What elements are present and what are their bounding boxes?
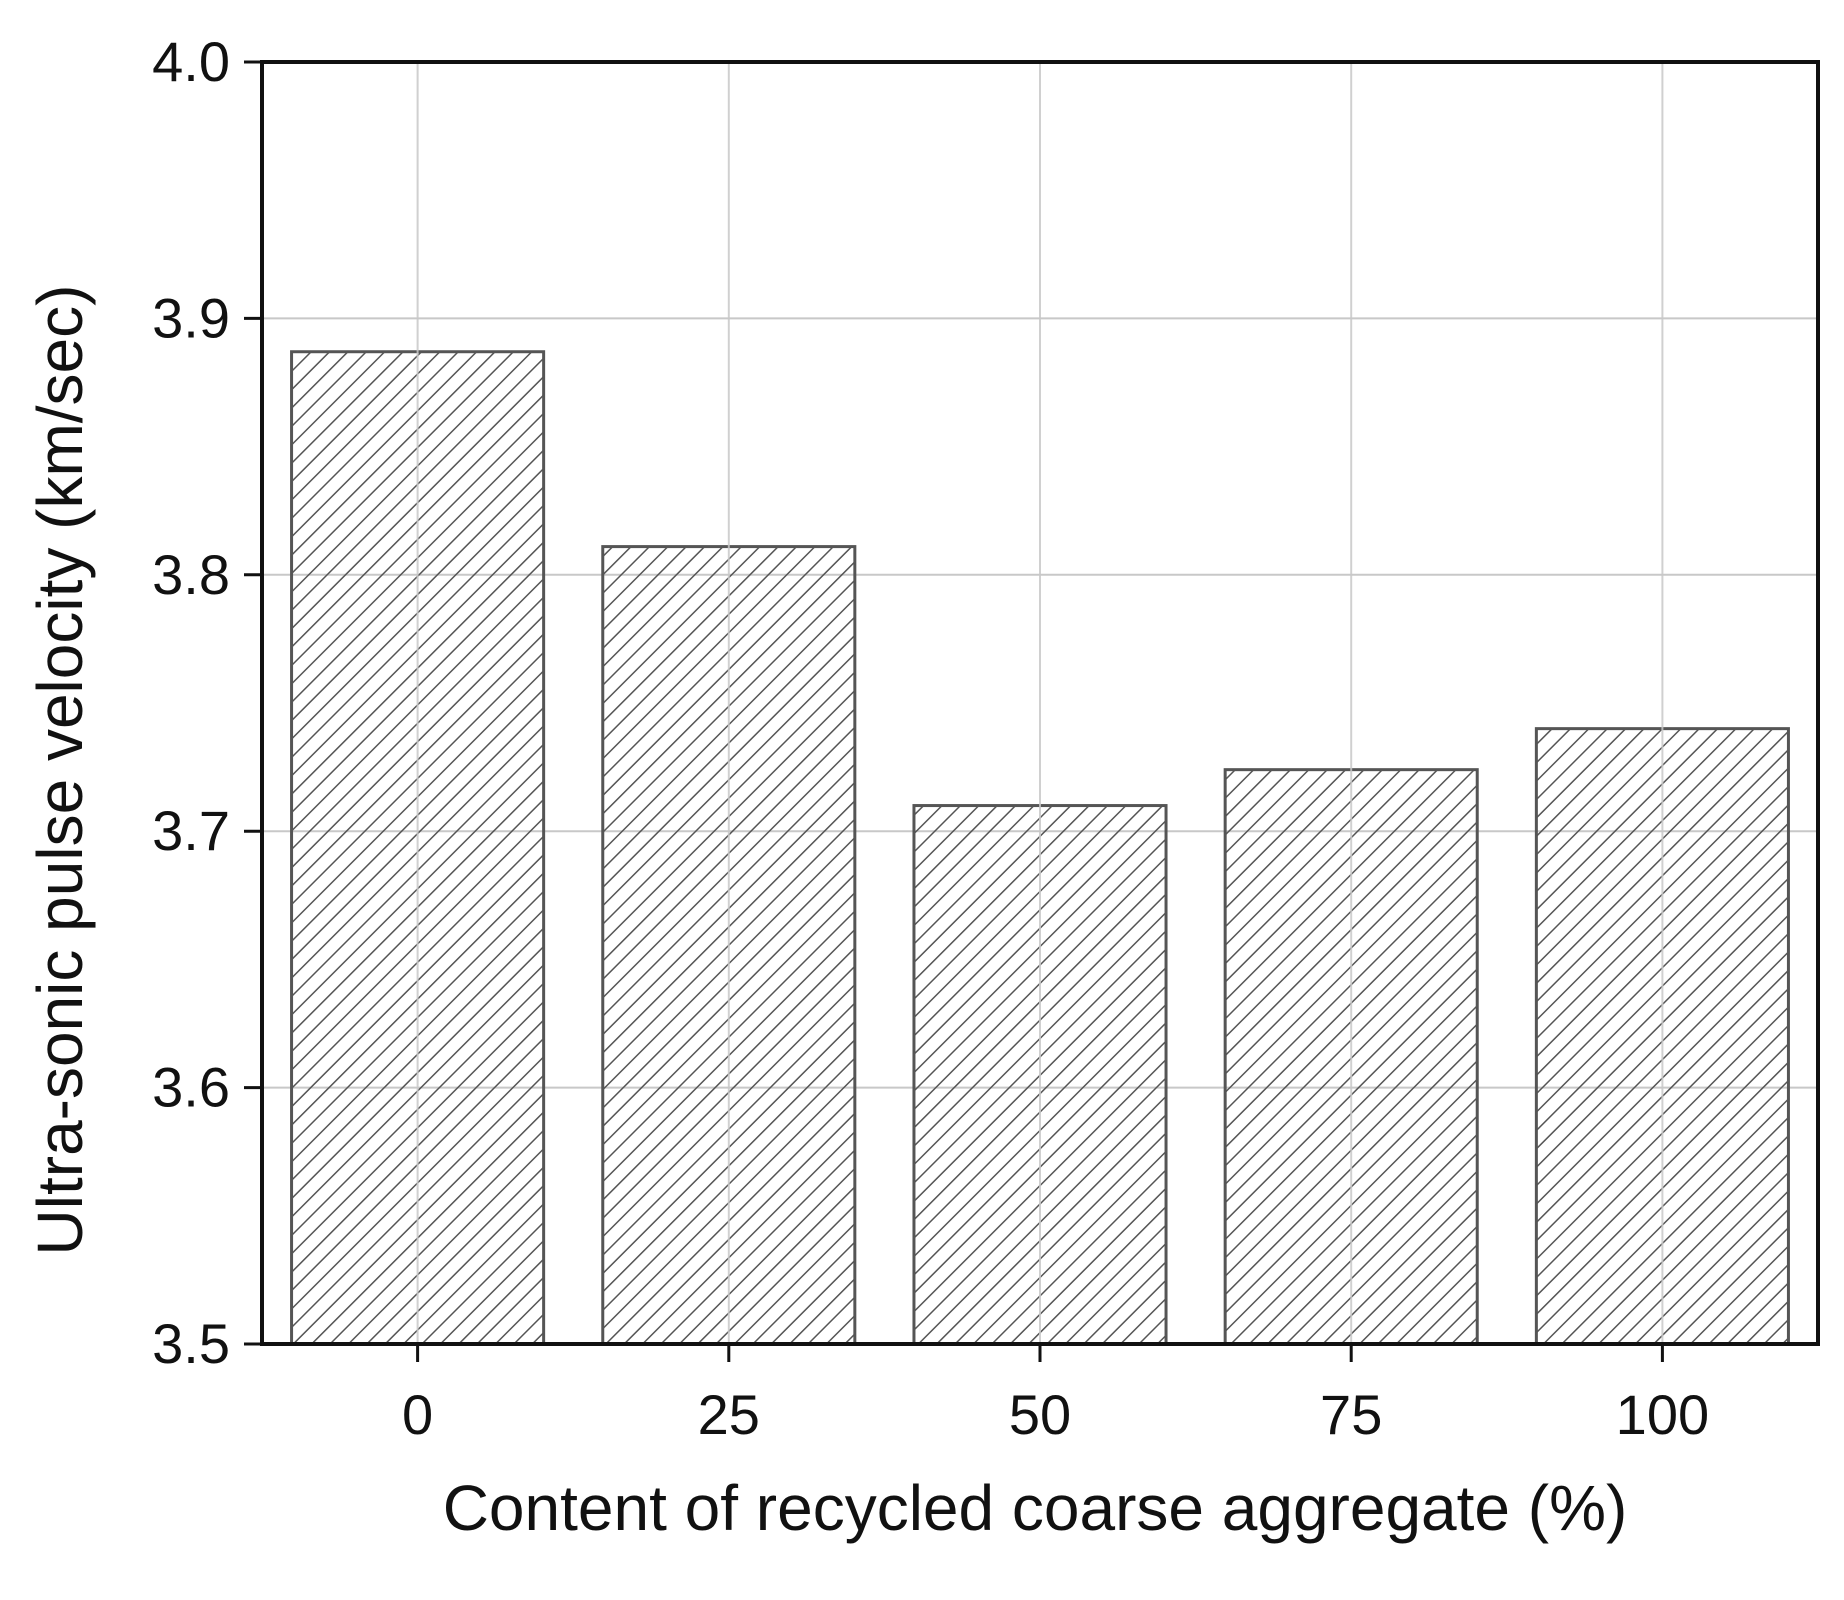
tick-labels: 3.5 3.6 3.7 3.8 3.9 4.0 0 25 50 75 100	[152, 30, 1709, 1446]
y-axis-title: Ultra-sonic pulse velocity (km/sec)	[24, 285, 96, 1256]
y-tick-label-3.5: 3.5	[152, 1312, 230, 1375]
x-tick-label-75: 75	[1320, 1383, 1382, 1446]
plot-frame	[260, 60, 1820, 1346]
x-axis-title: Content of recycled coarse aggregate (%)	[443, 1472, 1628, 1544]
vertical-grid	[416, 62, 1664, 1344]
x-tick-label-0: 0	[402, 1383, 433, 1446]
x-tick-label-100: 100	[1616, 1383, 1709, 1446]
y-tick-label-3.7: 3.7	[152, 799, 230, 862]
y-tick-label-3.9: 3.9	[152, 286, 230, 349]
axes	[244, 60, 1820, 1362]
y-tick-label-4.0: 4.0	[152, 30, 230, 93]
y-tick-label-3.6: 3.6	[152, 1056, 230, 1119]
x-tick-label-25: 25	[698, 1383, 760, 1446]
y-tick-label-3.8: 3.8	[152, 543, 230, 606]
x-tick-label-50: 50	[1009, 1383, 1071, 1446]
